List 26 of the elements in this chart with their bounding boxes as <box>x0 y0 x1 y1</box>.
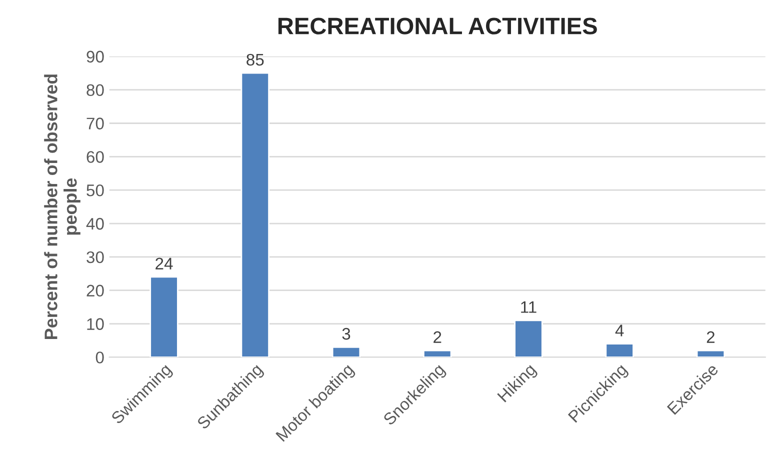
bar <box>332 346 361 358</box>
data-label: 11 <box>521 301 536 313</box>
y-tick-label: 80 <box>86 84 104 96</box>
y-tick-label: 0 <box>96 352 104 364</box>
bar <box>605 343 634 358</box>
data-label: 3 <box>342 328 350 340</box>
data-label: 4 <box>615 324 624 336</box>
y-axis-title: Percent of number of observed people <box>44 74 80 340</box>
y-tick-label: 30 <box>86 251 104 264</box>
data-label: 2 <box>706 331 715 343</box>
y-tick-label: 60 <box>86 151 104 163</box>
bar <box>422 350 452 358</box>
data-label: 24 <box>156 258 173 270</box>
bar <box>514 320 543 358</box>
data-label: 85 <box>246 54 264 66</box>
y-tick-label: 70 <box>86 118 104 130</box>
y-tick-label: 20 <box>86 284 104 297</box>
y-tick-label: 50 <box>86 184 104 196</box>
y-tick-label: 10 <box>87 318 104 330</box>
y-tick-label: 40 <box>86 218 104 230</box>
bar <box>150 276 178 358</box>
bar <box>696 350 726 358</box>
y-tick-label: 90 <box>86 50 104 63</box>
bar <box>240 72 270 358</box>
chart-title: RECREATIONAL ACTIVITIES <box>278 18 597 34</box>
data-label: 2 <box>434 331 442 343</box>
